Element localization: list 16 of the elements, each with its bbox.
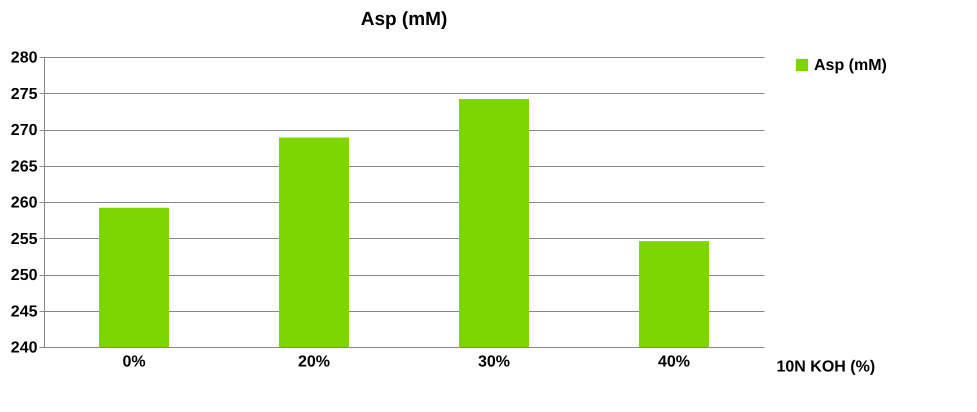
- x-tick-label: 30%: [478, 354, 510, 370]
- y-tick-label: 245: [10, 303, 38, 320]
- y-tick-label: 255: [10, 230, 38, 248]
- y-tick-label: 250: [10, 267, 38, 284]
- y-tick-label: 280: [10, 50, 38, 66]
- x-tick-label: 40%: [658, 354, 690, 370]
- y-tick-label: 270: [10, 122, 38, 139]
- x-axis-title: 10N KOH (%): [776, 358, 876, 376]
- y-tick-label: 275: [10, 86, 38, 103]
- x-tick-label: 20%: [298, 354, 330, 370]
- legend-label: Asp (mM): [814, 57, 887, 74]
- y-tick-label: 265: [10, 158, 38, 176]
- y-tick-label: 240: [10, 340, 38, 356]
- chart-title: Asp (mM): [360, 9, 448, 30]
- y-tick-label: 260: [10, 194, 38, 212]
- x-tick-label: 0%: [122, 354, 146, 370]
